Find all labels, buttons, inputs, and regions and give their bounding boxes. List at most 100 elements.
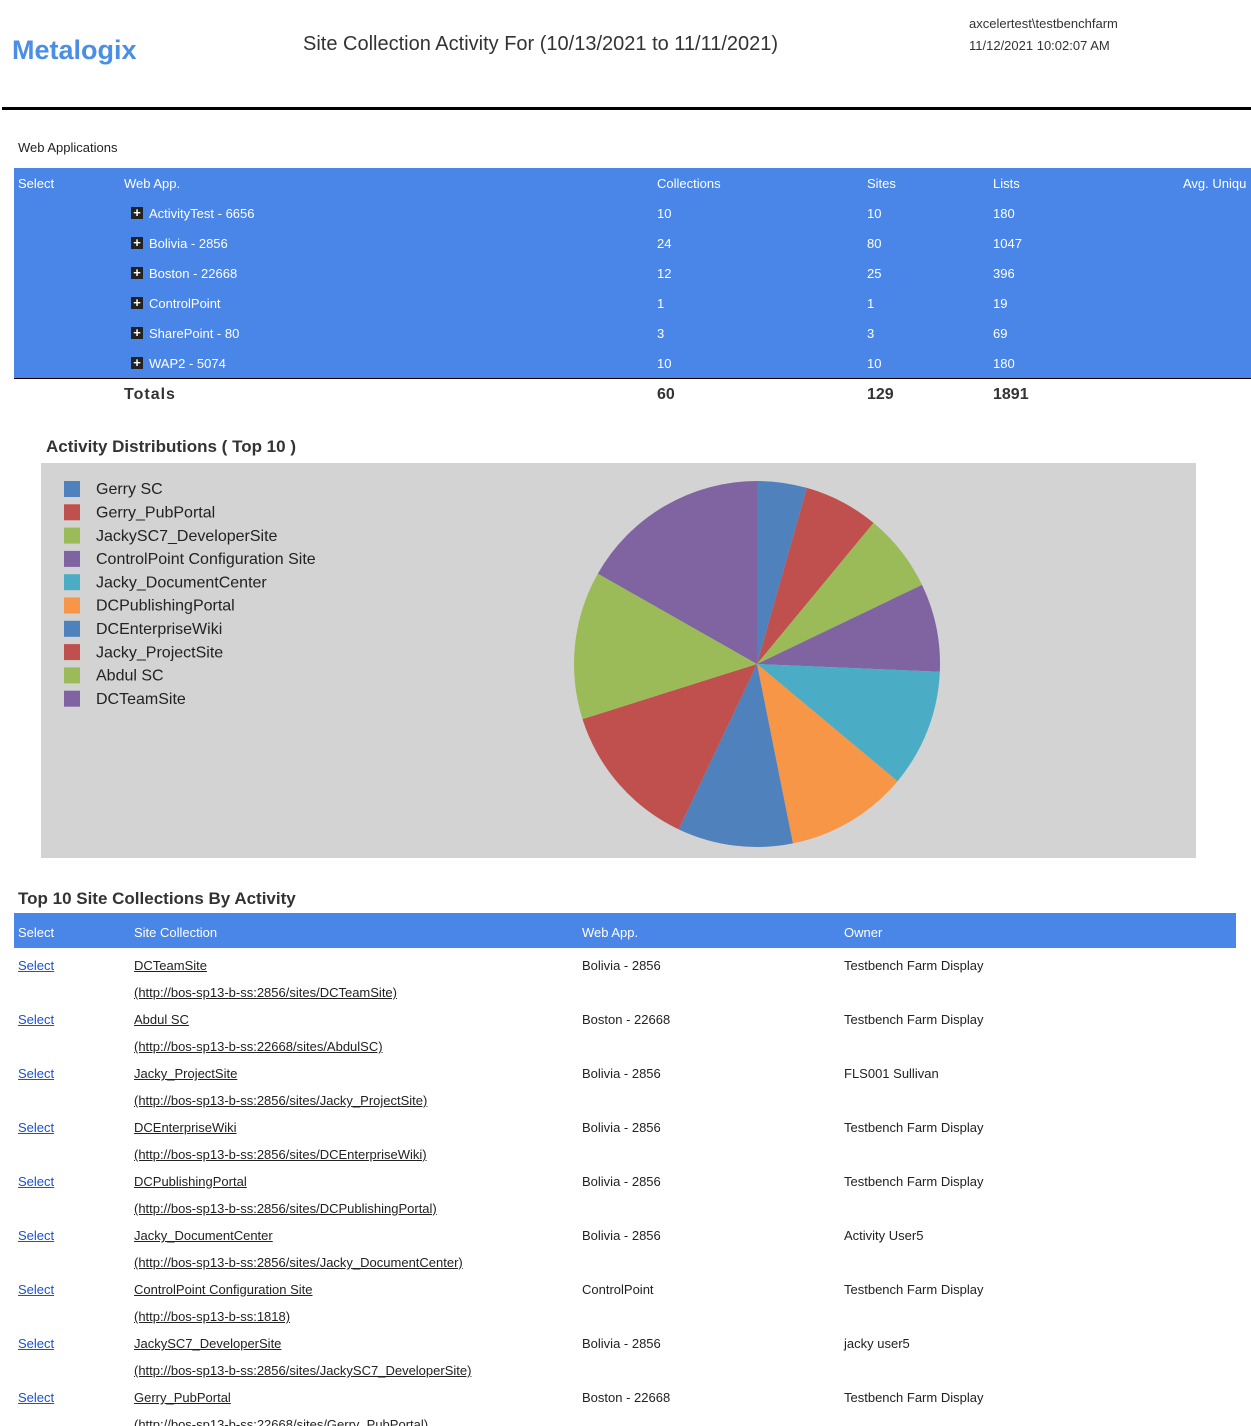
select-link[interactable]: Select — [18, 958, 55, 973]
web-app: Bolivia - 2856 — [582, 1120, 661, 1135]
web-app: Boston - 22668 — [582, 1390, 671, 1405]
pie-slice — [757, 584, 940, 672]
legend-swatch — [64, 574, 80, 591]
column-header: Site Collection — [134, 925, 218, 940]
legend-swatch — [64, 481, 80, 497]
legend-swatch — [64, 690, 80, 707]
web-app: Boston - 22668 — [582, 1012, 671, 1027]
site-url[interactable]: (http://bos-sp13-b-ss:2856/sites/Jacky_P… — [134, 1093, 428, 1108]
pie-chart: Gerry SC Gerry_PubPortal JackySC7_Develope… — [41, 463, 1196, 858]
table-header — [14, 913, 1236, 948]
legend-label: Jacky_ProjectSite — [96, 644, 223, 661]
owner: FLS001 Sullivan — [844, 1066, 939, 1081]
owner: Testbench Farm Display — [844, 1282, 984, 1297]
column-header: Select — [18, 176, 55, 191]
site-collection-link[interactable]: Abdul SC — [134, 1012, 189, 1027]
web-app: Bolivia - 2856 — [582, 1228, 661, 1243]
legend-swatch — [64, 527, 80, 544]
site-url[interactable]: (http://bos-sp13-b-ss:2856/sites/DCEnter… — [134, 1147, 427, 1162]
site-collection-link[interactable]: DCTeamSite — [134, 958, 207, 973]
cell: 3 — [867, 326, 875, 341]
column-header: Sites — [867, 176, 896, 191]
legend-swatch — [64, 504, 80, 521]
web-app: Bolivia - 2856 — [582, 1336, 661, 1351]
owner: Activity User5 — [844, 1228, 924, 1243]
table-rule — [14, 378, 1251, 379]
select-link[interactable]: Select — [18, 1390, 55, 1405]
owner: Testbench Farm Display — [844, 1174, 984, 1189]
total: 129 — [867, 386, 894, 403]
web-app: ControlPoint — [582, 1282, 654, 1297]
cell: 180 — [993, 356, 1015, 371]
legend-label: Abdul SC — [96, 668, 164, 685]
site-url[interactable]: (http://bos-sp13-b-ss:22668/sites/AbdulS… — [134, 1039, 383, 1054]
cell: 10 — [867, 356, 882, 371]
select-link[interactable]: Select — [18, 1120, 55, 1135]
select-link[interactable]: Select — [18, 1066, 55, 1081]
cell: 25 — [867, 266, 882, 281]
site-url[interactable]: (http://bos-sp13-b-ss:2856/sites/JackySC… — [134, 1363, 472, 1378]
web-app: Bolivia - 2856 — [582, 958, 661, 973]
cell: 3 — [657, 326, 665, 341]
pie-slice — [757, 664, 940, 782]
site-collection-link[interactable]: Jacky_DocumentCenter — [134, 1228, 273, 1243]
owner: Testbench Farm Display — [844, 1120, 984, 1135]
column-header: Lists — [993, 176, 1020, 191]
expand-icon[interactable]: + — [131, 296, 143, 309]
select-link[interactable]: Select — [18, 1228, 55, 1243]
legend-swatch — [64, 644, 80, 661]
pie-slice — [757, 522, 923, 664]
expand-icon[interactable]: + — [131, 236, 143, 249]
cell: 1 — [867, 296, 875, 311]
site-collection-link[interactable]: Gerry_PubPortal — [134, 1390, 231, 1405]
legend-swatch — [64, 667, 80, 684]
legend-label: DCPublishingPortal — [96, 598, 235, 615]
legend-label: JackySC7_DeveloperSite — [96, 528, 278, 545]
select-link[interactable]: Select — [18, 1174, 55, 1189]
cell: 19 — [993, 296, 1008, 311]
expand-icon[interactable]: + — [131, 356, 143, 369]
legend-swatch — [64, 597, 80, 614]
legend-label: DCEnterpriseWiki — [96, 621, 222, 638]
cell: 10 — [657, 206, 672, 221]
site-url[interactable]: (http://bos-sp13-b-ss:2856/sites/DCPubli… — [134, 1201, 437, 1216]
total: Totals — [124, 386, 176, 403]
legend-label: Jacky_DocumentCenter — [96, 574, 267, 591]
column-header: Collections — [657, 176, 721, 191]
web-app-name: SharePoint - 80 — [149, 326, 240, 341]
pie-slice — [757, 481, 807, 664]
cell: 80 — [867, 236, 882, 251]
site-collection-link[interactable]: ControlPoint Configuration Site — [134, 1282, 313, 1297]
owner: Testbench Farm Display — [844, 1390, 984, 1405]
legend-label: DCTeamSite — [96, 691, 186, 708]
web-app-name: Boston - 22668 — [149, 266, 238, 281]
column-header: Select — [18, 925, 55, 940]
expand-icon[interactable]: + — [131, 266, 143, 279]
site-url[interactable]: (http://bos-sp13-b-ss:2856/sites/DCTeamS… — [134, 985, 397, 1000]
expand-icon[interactable]: + — [131, 206, 143, 219]
column-header: Owner — [844, 925, 883, 940]
cell: 396 — [993, 266, 1015, 281]
site-url[interactable]: (http://bos-sp13-b-ss:2856/sites/Jacky_D… — [134, 1255, 463, 1270]
select-link[interactable]: Select — [18, 1012, 55, 1027]
total: 1891 — [993, 386, 1029, 403]
pie-slice — [597, 481, 757, 664]
legend-label: Gerry_PubPortal — [96, 505, 215, 522]
site-collection-link[interactable]: Jacky_ProjectSite — [134, 1066, 238, 1081]
logo: Metalogix — [12, 35, 137, 65]
section-title: Top 10 Site Collections By Activity — [18, 889, 296, 908]
section-label: Web Applications — [18, 140, 118, 155]
legend-label: Gerry SC — [96, 481, 163, 498]
site-url[interactable]: (http://bos-sp13-b-ss:22668/sites/Gerry_… — [134, 1417, 429, 1426]
site-collection-link[interactable]: DCPublishingPortal — [134, 1174, 247, 1189]
total: 60 — [657, 386, 675, 403]
site-url[interactable]: (http://bos-sp13-b-ss:1818) — [134, 1309, 291, 1324]
select-link[interactable]: Select — [18, 1282, 55, 1297]
expand-icon[interactable]: + — [131, 326, 143, 339]
site-collection-link[interactable]: DCEnterpriseWiki — [134, 1120, 237, 1135]
cell: 1 — [657, 296, 665, 311]
cell: 12 — [657, 266, 672, 281]
select-link[interactable]: Select — [18, 1336, 55, 1351]
site-collection-link[interactable]: JackySC7_DeveloperSite — [134, 1336, 282, 1351]
